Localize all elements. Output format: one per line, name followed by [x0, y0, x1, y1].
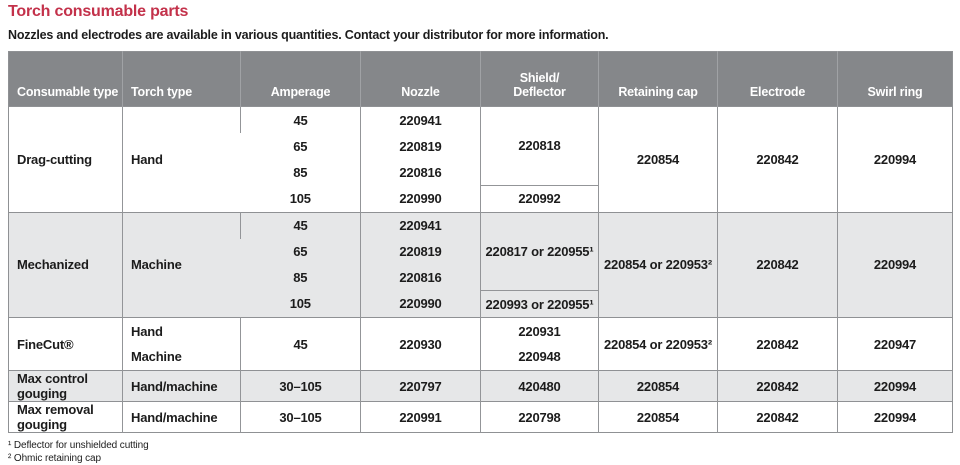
- table-row: 65 220819: [9, 238, 953, 265]
- cell-swirl-ring: 220994: [837, 212, 953, 318]
- table-row: 105 220990 220993 or 220955¹: [9, 290, 953, 318]
- page-subtitle: Nozzles and electrodes are available in …: [8, 28, 609, 42]
- header-torch-type: Torch type: [122, 51, 241, 107]
- cell-amperage: 45: [240, 106, 361, 133]
- table-row: Max control gouging Hand/machine 30–105 …: [8, 370, 953, 402]
- torch-type-line: Hand: [131, 324, 163, 339]
- cell-nozzle: 220797: [360, 370, 481, 402]
- cell-torch-type: Hand Machine: [122, 317, 241, 371]
- table-row: Drag-cutting Hand 45 220941 220818 22085…: [9, 106, 953, 212]
- cell-shield: 220798: [480, 401, 599, 433]
- cell-nozzle: 220941: [360, 106, 481, 133]
- header-electrode: Electrode: [717, 51, 838, 107]
- cell-amperage: 65: [293, 138, 308, 154]
- table-row: 85 220816: [9, 264, 953, 291]
- cell-electrode: 220842: [717, 317, 838, 371]
- cell-swirl-ring: 220994: [837, 106, 953, 212]
- table-row: FineCut® Hand Machine 45 220930 220931 2…: [9, 317, 953, 371]
- cell-amperage: 85: [293, 164, 308, 180]
- cell-consumable-type: Max control gouging: [8, 370, 123, 402]
- consumables-table: Consumable type Torch type Amperage Nozz…: [8, 51, 953, 433]
- cell-shield: 220931 220948: [480, 317, 599, 371]
- cell-amperage: 30–105: [240, 370, 361, 402]
- cell-retaining-cap: 220854: [598, 370, 718, 402]
- shield-line: 220931: [518, 324, 561, 339]
- cell-amperage: 45: [240, 317, 361, 371]
- table-row: 65 220819: [9, 133, 953, 159]
- cell-torch-type: Hand/machine: [122, 401, 241, 433]
- cell-amperage: 105: [289, 190, 311, 206]
- footnotes: ¹ Deflector for unshielded cutting ² Ohm…: [8, 439, 960, 465]
- cell-electrode: 220842: [717, 106, 838, 212]
- cell-shield: 420480: [480, 370, 599, 402]
- cell-consumable-type: Mechanized: [8, 212, 123, 318]
- section-max-removal-gouging: Max removal gouging Hand/machine 30–105 …: [8, 401, 953, 433]
- torch-type-line: Machine: [131, 349, 182, 364]
- cell-nozzle: 220816: [360, 264, 481, 291]
- header-nozzle: Nozzle: [360, 51, 481, 107]
- table-header: Consumable type Torch type Amperage Nozz…: [8, 51, 953, 107]
- cell-amperage: 65: [240, 238, 361, 265]
- cell-shield: 220993 or 220955¹: [480, 290, 599, 318]
- cell-nozzle: 220816: [360, 159, 481, 185]
- cell-retaining-cap: 220854 or 220953²: [598, 212, 718, 318]
- header-row: Consumable type Torch type Amperage Nozz…: [8, 51, 953, 107]
- header-amperage: Amperage: [240, 51, 361, 107]
- cell-nozzle: 220941: [360, 212, 481, 239]
- shield-line: 220948: [518, 349, 561, 364]
- header-shield-line2: Deflector: [513, 85, 566, 99]
- cell-electrode: 220842: [717, 212, 838, 318]
- cell-torch-type: Hand: [122, 106, 241, 212]
- page-title: Torch consumable parts: [8, 3, 189, 20]
- table-row: Max removal gouging Hand/machine 30–105 …: [9, 401, 953, 433]
- cell-torch-type: Machine: [122, 212, 241, 318]
- cell-amperage: 45: [240, 212, 361, 239]
- cell-nozzle: 220990: [360, 290, 481, 318]
- header-retaining-cap: Retaining cap: [598, 51, 718, 107]
- cell-swirl-ring: 220947: [837, 317, 953, 371]
- cell-swirl-ring: 220994: [837, 401, 953, 433]
- cell-nozzle: 220991: [360, 401, 481, 433]
- cell-consumable-type: Drag-cutting: [17, 151, 92, 167]
- cell-shield: 220992: [480, 184, 599, 212]
- cell-nozzle: 220990: [360, 185, 481, 212]
- cell-nozzle: 220819: [360, 133, 481, 159]
- header-swirl-ring: Swirl ring: [837, 51, 953, 107]
- cell-nozzle: 220819: [360, 238, 481, 265]
- cell-amperage: 30–105: [240, 401, 361, 433]
- table-row: Mechanized Machine 45 220941 220817 or 2…: [8, 212, 953, 318]
- header-shield-deflector: Shield/ Deflector: [480, 51, 599, 107]
- cell-amperage: 105: [240, 290, 361, 318]
- table-row: 105 220990 220992: [9, 184, 953, 212]
- section-max-control-gouging: Max control gouging Hand/machine 30–105 …: [8, 370, 953, 402]
- cell-shield: 220818: [480, 106, 599, 185]
- footnote-deflector: ¹ Deflector for unshielded cutting: [8, 440, 149, 451]
- cell-electrode: 220842: [717, 401, 838, 433]
- cell-consumable-type: FineCut®: [17, 336, 74, 352]
- cell-electrode: 220842: [717, 370, 838, 402]
- section-mechanized: Mechanized Machine 45 220941 220817 or 2…: [8, 212, 953, 318]
- header-shield-line1: Shield/: [519, 71, 560, 85]
- cell-shield: 220817 or 220955¹: [480, 212, 599, 291]
- section-finecut: FineCut® Hand Machine 45 220930 220931 2…: [8, 317, 953, 371]
- cell-retaining-cap: 220854: [598, 401, 718, 433]
- cell-retaining-cap: 220854 or 220953²: [598, 317, 718, 371]
- table-row: 85 220816: [9, 159, 953, 185]
- cell-swirl-ring: 220994: [837, 370, 953, 402]
- cell-nozzle: 220930: [360, 317, 481, 371]
- cell-amperage: 85: [240, 264, 361, 291]
- cell-retaining-cap: 220854: [598, 106, 718, 212]
- header-consumable-type: Consumable type: [8, 51, 123, 107]
- cell-torch-type: Hand/machine: [122, 370, 241, 402]
- document-page: { "page": { "title": "Torch consumable p…: [0, 3, 960, 464]
- cell-consumable-type: Max removal gouging: [17, 402, 94, 432]
- section-drag-cutting: Drag-cutting Hand 45 220941 220818 22085…: [8, 106, 953, 212]
